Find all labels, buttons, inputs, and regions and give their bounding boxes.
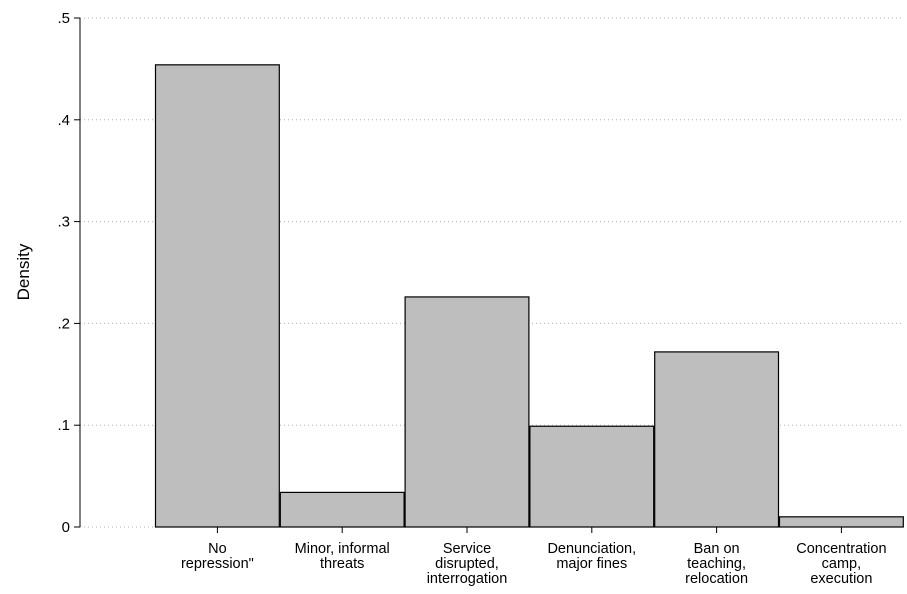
category-label-line: Minor, informal <box>295 541 390 557</box>
category-label-line: disrupted, <box>435 556 499 572</box>
category-label: Minor, informal threats <box>295 541 390 572</box>
category-label: Ban on teaching, relocation <box>685 541 748 587</box>
bar <box>404 296 530 528</box>
category-label-line: repression" <box>181 556 254 572</box>
y-tick-label: .1 <box>57 417 70 434</box>
y-axis: 0 .1 .2 .3 .4 .5 <box>57 10 81 536</box>
x-axis-labels: No repression" Minor, informal threats Servi… <box>181 527 887 587</box>
category-label: Concentration camp, execution <box>796 541 886 587</box>
y-axis-title: Density <box>14 243 33 300</box>
category-label-line: camp, <box>822 556 862 572</box>
bar <box>654 351 780 528</box>
category-label-line: relocation <box>685 571 748 587</box>
category-label-line: Ban on <box>694 541 740 557</box>
category-label-line: Service <box>443 541 491 557</box>
category-label: Service disrupted, interrogation <box>427 541 508 587</box>
y-tick-label: 0 <box>62 519 70 536</box>
category-label-line: Denunciation, <box>547 541 636 557</box>
category-label: Denunciation, major fines <box>547 541 636 572</box>
category-label-line: No <box>208 541 227 557</box>
y-tick-label: .4 <box>57 112 70 129</box>
y-tick-label: .2 <box>57 315 70 332</box>
category-label-line: execution <box>810 571 872 587</box>
bar <box>154 64 280 528</box>
bar <box>529 425 655 528</box>
y-tick-label: .5 <box>57 10 70 27</box>
category-label-line: threats <box>320 556 364 572</box>
category-label-line: major fines <box>556 556 627 572</box>
y-tick-label: .3 <box>57 214 70 231</box>
category-label-line: teaching, <box>687 556 746 572</box>
category-label-line: Concentration <box>796 541 886 557</box>
bar <box>778 516 904 528</box>
bar <box>279 491 405 528</box>
category-label: No repression" <box>181 541 254 572</box>
category-label-line: interrogation <box>427 571 508 587</box>
